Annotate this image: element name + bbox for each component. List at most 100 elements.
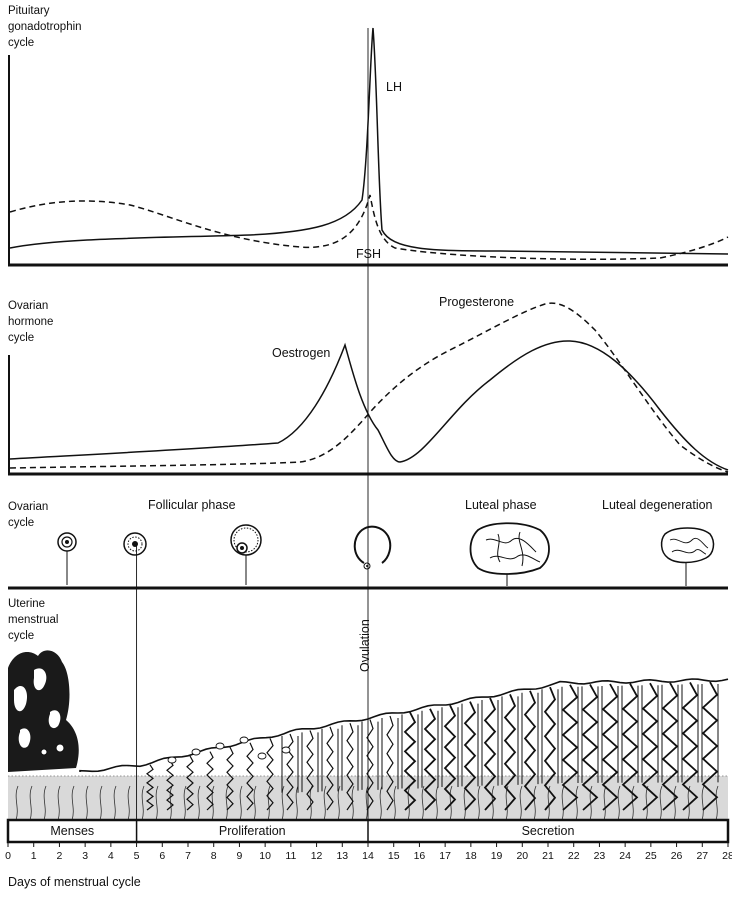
day-tick-label: 5 xyxy=(134,850,140,862)
basal-vessel xyxy=(421,785,425,821)
basal-vessel xyxy=(295,785,299,821)
endometrial-gland xyxy=(641,682,659,811)
endometrial-gland xyxy=(621,683,639,811)
basal-vessel xyxy=(71,785,75,821)
endometrial-gland xyxy=(206,751,214,811)
corpus-luteum-icon xyxy=(469,522,550,586)
basal-vessel xyxy=(603,785,607,821)
basal-vessel xyxy=(197,785,201,821)
basal-vessel xyxy=(43,785,47,821)
menstrual-shedding xyxy=(8,650,79,772)
oestrogen-curve xyxy=(9,340,729,471)
endometrial-gland xyxy=(166,760,174,811)
endometrial-gland xyxy=(266,738,274,811)
day-tick-label: 26 xyxy=(671,850,683,862)
day-tick-label: 24 xyxy=(619,850,631,862)
day-tick-label: 21 xyxy=(542,850,554,862)
basal-vessel xyxy=(29,785,33,821)
day-tick-label: 17 xyxy=(439,850,451,862)
pituitary-label: Pituitary gonadotrophin cycle xyxy=(8,5,85,49)
day-tick-label: 15 xyxy=(388,850,400,862)
day-axis: 0 1 2 3 4 5 6 7 8 9 10 11 12 13 14 15 16 17 18 19 20 21 22 23 24… xyxy=(5,841,732,889)
endometrial-gland xyxy=(146,764,154,811)
endometrial-gland xyxy=(523,690,537,811)
fsh-label: FSH xyxy=(356,247,381,261)
endometrial-gland xyxy=(226,746,234,811)
endometrial-gland xyxy=(366,719,374,811)
day-tick-label: 2 xyxy=(57,850,63,862)
ovarian-cycle-label: Ovarian cycle xyxy=(8,501,51,529)
day-tick-label: 4 xyxy=(108,850,114,862)
day-tick-label: 1 xyxy=(31,850,37,862)
endometrial-gland xyxy=(503,694,517,811)
day-tick-label: 11 xyxy=(285,850,296,862)
basal-vessel xyxy=(225,785,229,821)
endometrial-gland xyxy=(246,742,254,811)
day-tick-label: 6 xyxy=(159,850,165,862)
endometrium-layer xyxy=(15,678,729,821)
day-tick-label: 16 xyxy=(414,850,426,862)
endometrial-gland xyxy=(661,682,679,811)
endometrial-gland xyxy=(346,723,354,811)
gland-cyst xyxy=(257,752,267,760)
endometrial-gland xyxy=(403,711,417,811)
basal-vessel xyxy=(323,785,327,821)
basal-vessel xyxy=(281,785,285,821)
endometrial-gland xyxy=(543,686,557,811)
phase-secretion-label: Secretion xyxy=(522,824,575,838)
progesterone-curve xyxy=(9,302,729,473)
basal-vessel xyxy=(435,785,439,821)
gland-cyst xyxy=(191,748,201,756)
phase-menses-label: Menses xyxy=(50,824,94,838)
luteal-phase-label: Luteal phase xyxy=(465,498,537,512)
gland-cyst xyxy=(239,736,249,744)
basal-vessel xyxy=(519,785,523,821)
basal-vessel xyxy=(659,785,663,821)
tertiary-follicle-icon xyxy=(230,524,262,585)
day-tick-label: 9 xyxy=(237,850,243,862)
day-axis-tick-labels: 0 1 2 3 4 5 6 7 8 9 10 11 12 13 14 15 16 17 18 19 20 21 22 23 24… xyxy=(5,850,732,862)
lh-curve xyxy=(9,27,729,255)
endometrial-gland xyxy=(326,726,334,811)
day-axis-tick-marks xyxy=(7,842,729,847)
basal-vessel xyxy=(155,785,159,821)
primary-follicle-icon xyxy=(57,532,77,585)
basal-vessel xyxy=(141,785,145,821)
basal-vessel xyxy=(239,785,243,821)
endometrial-gland xyxy=(561,684,579,811)
gland-cyst xyxy=(215,742,225,750)
endometrial-gland xyxy=(423,708,437,811)
day-tick-label: 23 xyxy=(594,850,606,862)
basal-vessel xyxy=(15,785,19,821)
day-tick-label: 0 xyxy=(5,850,11,862)
day-tick-label: 10 xyxy=(259,850,271,862)
day-tick-label: 12 xyxy=(311,850,323,862)
basal-vessel xyxy=(547,785,551,821)
basal-vessel xyxy=(127,785,131,821)
basal-vessel xyxy=(393,785,397,821)
gland-cyst xyxy=(281,746,291,754)
corpus-albicans-icon xyxy=(660,527,715,586)
endometrial-gland xyxy=(386,715,394,811)
basal-vessel xyxy=(617,785,621,821)
endometrial-gland xyxy=(701,681,719,811)
basal-vessel xyxy=(253,785,257,821)
endometrial-gland xyxy=(306,730,314,811)
endometrial-gland xyxy=(601,683,619,811)
endometrial-gland xyxy=(286,733,294,811)
day-tick-label: 25 xyxy=(645,850,657,862)
basal-vessel xyxy=(85,785,89,821)
gland-cyst xyxy=(167,756,177,764)
basal-vessel xyxy=(673,785,677,821)
day-tick-label: 7 xyxy=(185,850,191,862)
basal-vessel xyxy=(57,785,61,821)
uterine-label: Uterine menstrual cycle xyxy=(8,598,62,642)
day-tick-label: 27 xyxy=(696,850,708,862)
day-tick-label: 18 xyxy=(465,850,477,862)
endometrium-surface xyxy=(79,678,729,773)
basal-vessel xyxy=(351,785,355,821)
endometrial-gland xyxy=(186,755,194,811)
basal-vessel xyxy=(561,785,565,821)
basal-vessel xyxy=(407,785,411,821)
